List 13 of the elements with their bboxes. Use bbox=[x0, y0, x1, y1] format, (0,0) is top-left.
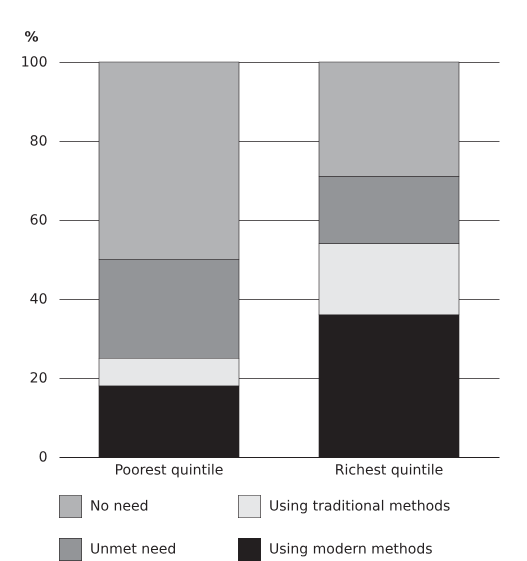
y-tick-label: 40 bbox=[30, 292, 48, 308]
y-tick-label: 0 bbox=[38, 450, 48, 466]
legend-label: Using traditional methods bbox=[269, 498, 450, 515]
legend-label: No need bbox=[90, 498, 148, 515]
y-tick-label: 80 bbox=[30, 134, 48, 150]
y-axis-title: % bbox=[24, 30, 39, 46]
x-tick-label: Poorest quintile bbox=[114, 462, 224, 478]
y-tick-label: 20 bbox=[30, 370, 48, 386]
y-tick-label: 60 bbox=[30, 212, 48, 228]
legend-label: Unmet need bbox=[90, 542, 176, 558]
x-tick-label: Richest quintile bbox=[334, 462, 444, 478]
y-tick-label: 100 bbox=[20, 54, 48, 70]
legend-label: Using modern methods bbox=[269, 542, 433, 558]
